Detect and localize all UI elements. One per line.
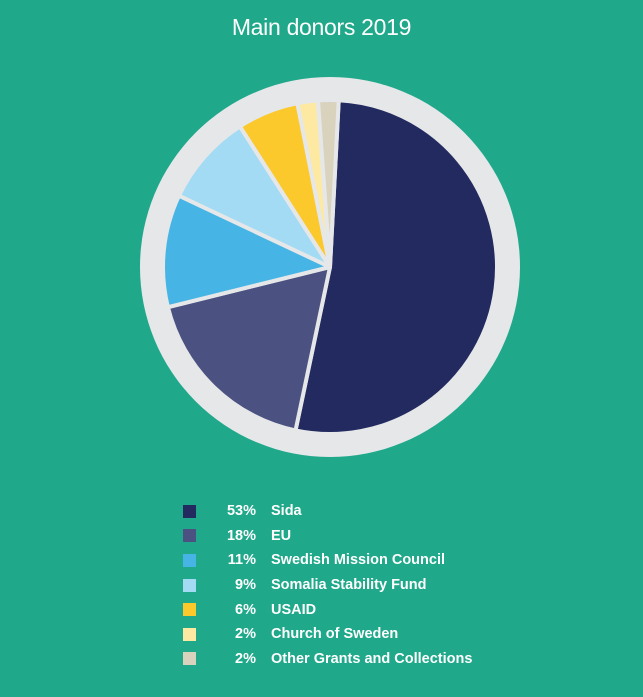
legend-item: 6% USAID (183, 597, 472, 622)
pie-slice-other-grants-and-collections (315, 98, 341, 269)
legend-percent: 9% (235, 577, 256, 594)
chart-legend: 53% Sida 18% EU 11% Swedish Mission Council 9%… (183, 499, 472, 671)
legend-percent: 18% (226, 527, 256, 544)
legend-swatch (183, 529, 196, 543)
legend-item: 2% Church of Sweden (183, 622, 472, 647)
legend-item: 9% Somalia Stability Fund (183, 573, 472, 598)
pie-slice-eu (165, 265, 332, 433)
legend-swatch (183, 504, 196, 518)
legend-percent: 2% (235, 626, 256, 643)
legend-percent: 11% (227, 552, 256, 569)
legend-swatch (183, 603, 196, 617)
legend-label: USAID (271, 601, 317, 618)
legend-item: 2% Other Grants and Collections (183, 647, 472, 672)
legend-label: Church of Sweden (271, 626, 399, 643)
legend-label: EU (271, 527, 292, 544)
legend-percent: 53% (226, 503, 256, 520)
pie-slices (161, 98, 500, 436)
legend-item: 11% Swedish Mission Council (183, 548, 472, 573)
legend-swatch (183, 652, 196, 666)
pie-chart (140, 77, 520, 457)
legend-item: 18% EU (183, 524, 472, 549)
legend-item: 53% Sida (183, 499, 472, 524)
legend-swatch (183, 627, 196, 641)
legend-swatch (183, 553, 196, 567)
legend-label: Swedish Mission Council (271, 552, 446, 569)
legend-label: Sida (271, 503, 302, 520)
legend-label: Somalia Stability Fund (271, 577, 427, 594)
legend-percent: 2% (235, 650, 256, 667)
pie-slice-swedish-mission-council (161, 193, 332, 310)
chart-title: Main donors 2019 (231, 14, 412, 40)
legend-label: Other Grants and Collections (271, 650, 473, 667)
legend-percent: 6% (235, 601, 256, 618)
pie-slice-sida (293, 98, 500, 436)
legend-swatch (183, 578, 196, 592)
